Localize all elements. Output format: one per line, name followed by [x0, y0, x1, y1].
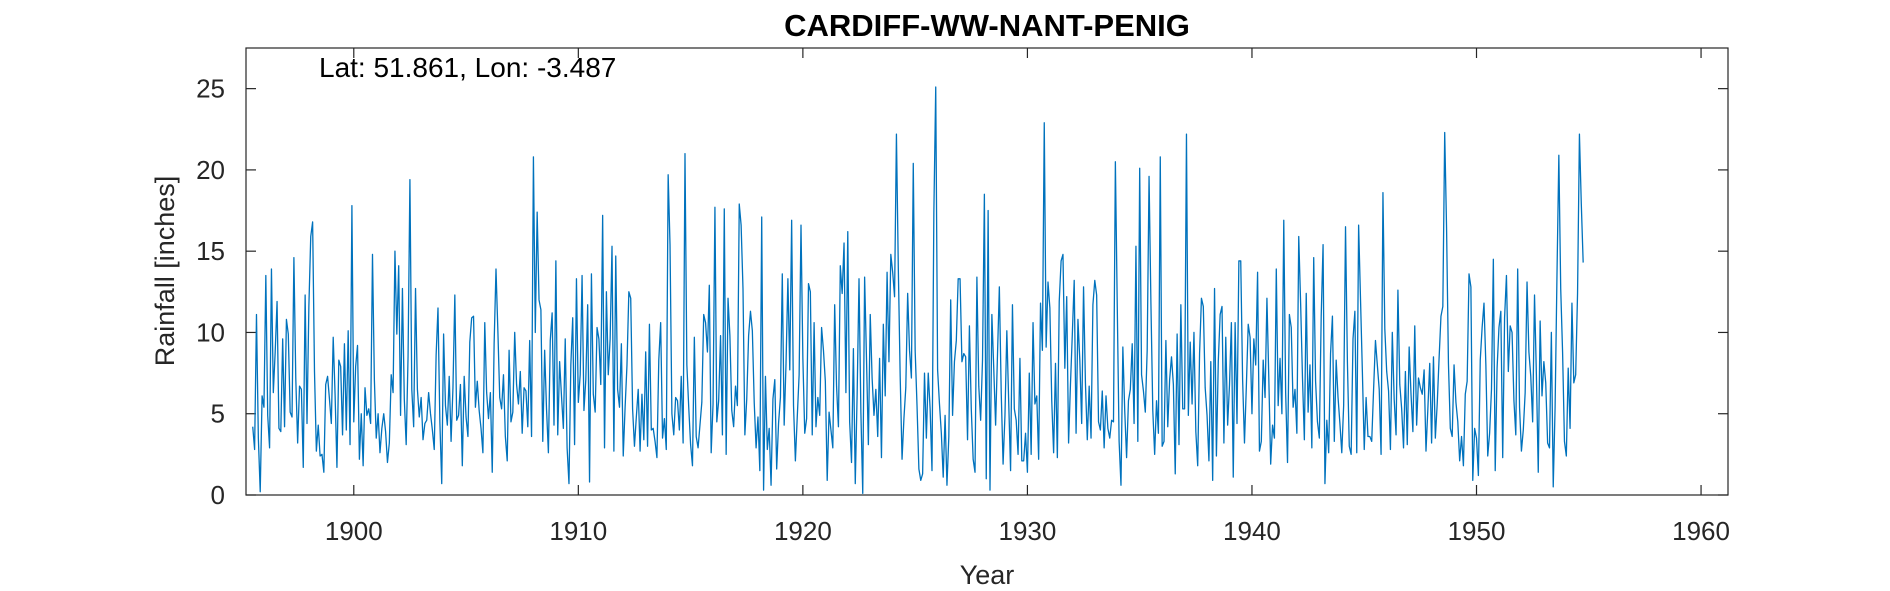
y-tick-label: 25 [196, 74, 225, 104]
x-tick-label: 1910 [549, 516, 607, 546]
y-tick-label: 0 [211, 480, 225, 510]
x-tick-label: 1940 [1223, 516, 1281, 546]
y-axis-label: Rainfall [inches] [150, 176, 180, 367]
x-tick-label: 1930 [998, 516, 1056, 546]
x-tick-label: 1950 [1448, 516, 1506, 546]
y-tick-label: 15 [196, 236, 225, 266]
x-axis-label: Year [960, 560, 1015, 590]
chart-title: CARDIFF-WW-NANT-PENIG [784, 8, 1190, 43]
x-axis: 1900 1910 1920 1930 1940 1950 1960 [325, 48, 1730, 546]
plot-frame [245, 47, 1729, 496]
x-tick-label: 1960 [1672, 516, 1730, 546]
y-axis: 0 5 10 15 20 25 [196, 74, 1728, 510]
y-tick-label: 10 [196, 317, 225, 347]
series-line-rainfall [252, 86, 1584, 495]
y-tick-label: 20 [196, 155, 225, 185]
x-tick-label: 1900 [325, 516, 383, 546]
x-tick-label: 1920 [774, 516, 832, 546]
y-tick-label: 5 [211, 399, 225, 429]
location-annotation: Lat: 51.861, Lon: -3.487 [319, 52, 616, 83]
